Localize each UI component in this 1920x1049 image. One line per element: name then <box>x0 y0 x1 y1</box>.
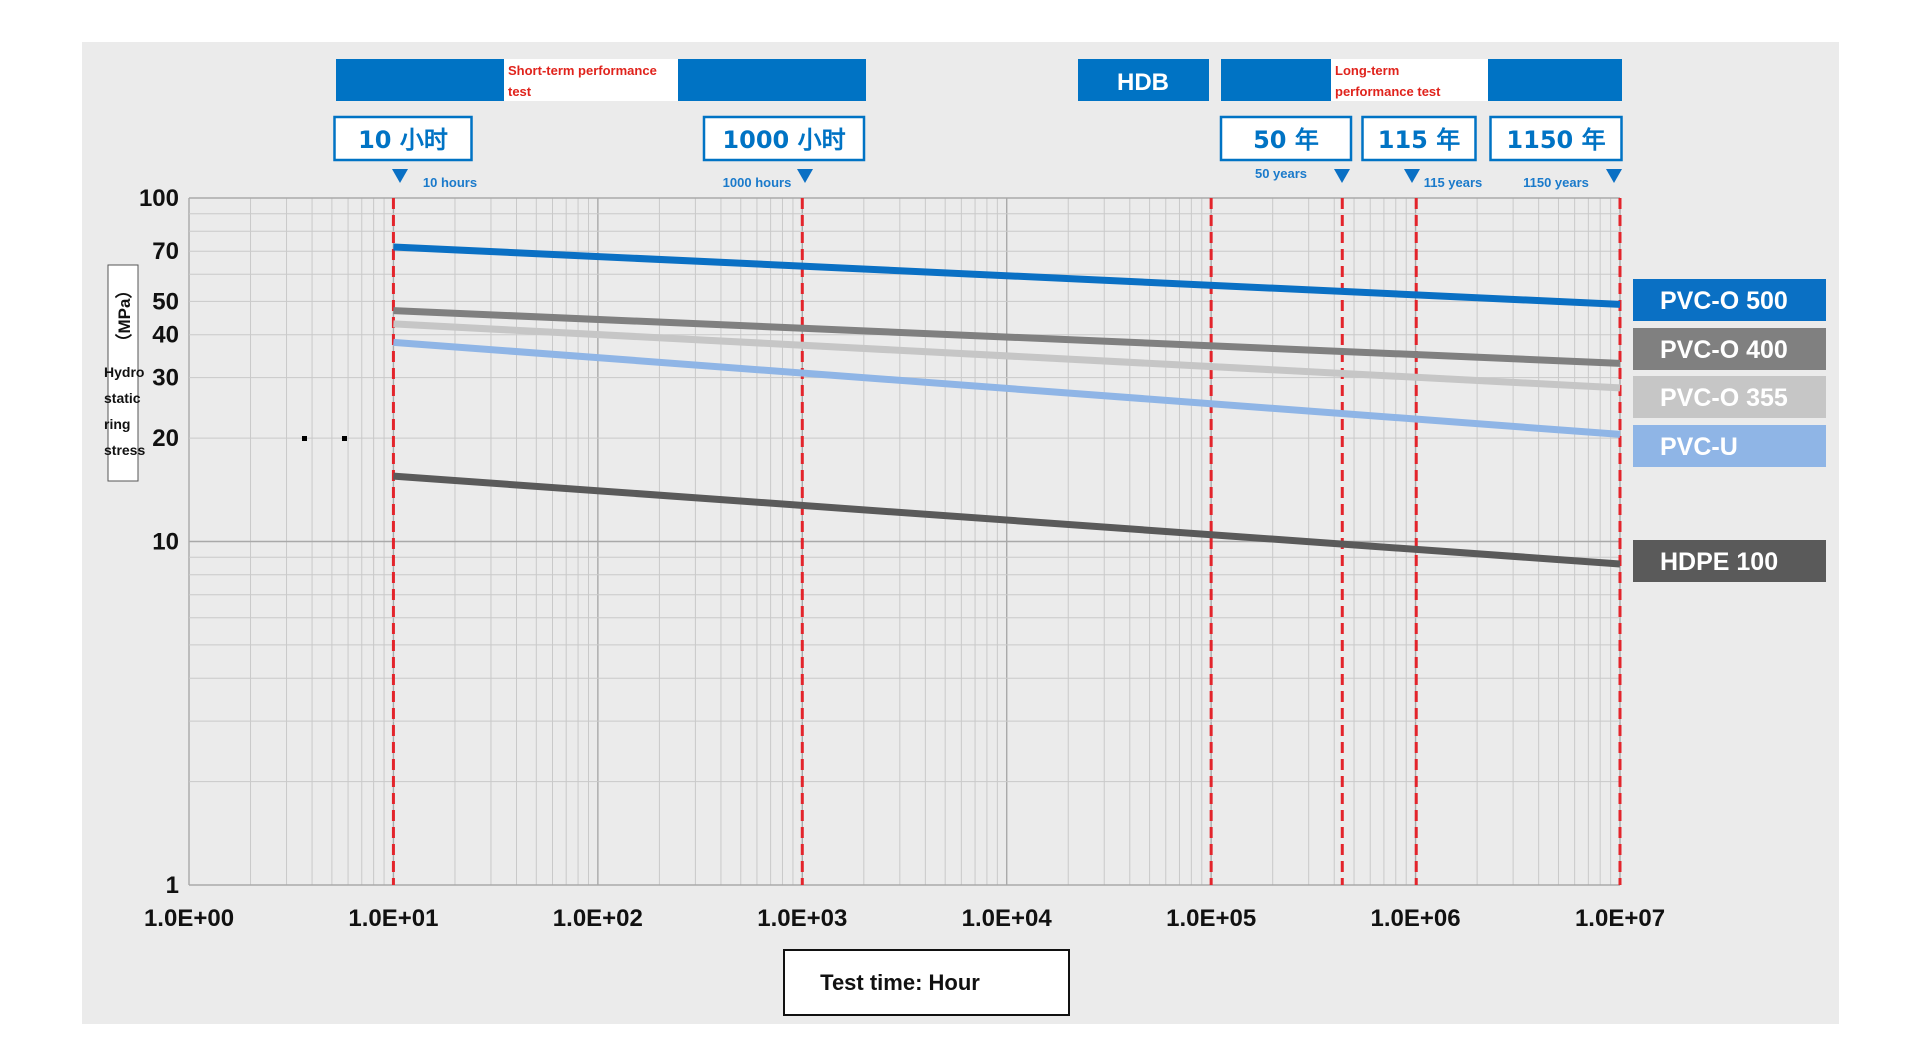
hdb-label: HDB <box>1117 69 1169 96</box>
series-line-hdpe-100 <box>393 472 1621 568</box>
long-term-label-box <box>1331 59 1488 101</box>
x-tick-label: 1.0E+07 <box>1575 905 1665 932</box>
callout-note: 1000 hours <box>723 175 792 190</box>
y-axis-title-words: Hydro static ring stress <box>104 364 145 458</box>
y-axis-title-word: ring <box>104 416 130 432</box>
y-tick-label: 30 <box>152 365 179 392</box>
legend-label: PVC-O 400 <box>1660 336 1788 364</box>
legend-label: PVC-U <box>1660 433 1738 461</box>
legend-swatch <box>1633 279 1826 321</box>
callout-arrow <box>1606 169 1622 183</box>
y-axis-ticks: 1 10 20 30 40 50 70 100 <box>139 185 179 899</box>
series-line-pvc-o-500 <box>393 243 1621 308</box>
callout-arrow <box>797 169 813 183</box>
legend-label: PVC-O 500 <box>1660 287 1788 315</box>
series-lines <box>393 243 1621 568</box>
y-tick-label: 20 <box>152 425 179 452</box>
hdb-bar <box>1078 59 1209 101</box>
callout-note: 115 years <box>1424 175 1483 190</box>
legend: PVC-O 500 PVC-O 400 PVC-O 355 PVC-U HDPE 100 <box>1633 279 1826 582</box>
x-tick-label: 1.0E+06 <box>1371 905 1461 932</box>
legend-swatch <box>1633 425 1826 467</box>
callout-label: 10 小时 <box>358 126 448 154</box>
grid-layer <box>188 197 1621 886</box>
callout-arrow <box>1334 169 1350 183</box>
callout-box <box>702 115 866 162</box>
long-term-label-line1: Long-term <box>1335 63 1399 78</box>
callout-box <box>1361 115 1477 162</box>
x-tick-label: 1.0E+02 <box>553 905 643 932</box>
y-tick-label: 70 <box>152 238 179 265</box>
x-tick-label: 1.0E+00 <box>144 905 234 932</box>
callout-box <box>1489 115 1623 162</box>
callout-label: 1000 小时 <box>722 126 845 154</box>
callout-note: 50 years <box>1255 166 1307 181</box>
x-axis-title: Test time: Hour <box>820 970 980 995</box>
x-tick-label: 1.0E+04 <box>962 905 1053 932</box>
x-axis-title-box <box>783 949 1070 1016</box>
y-tick-label: 10 <box>152 529 179 556</box>
y-tick-label: 1 <box>166 872 179 899</box>
long-term-label-line2: performance test <box>1335 84 1441 99</box>
short-term-label-line1: Short-term performance <box>508 63 657 78</box>
y-tick-label: 50 <box>152 288 179 315</box>
x-tick-label: 1.0E+03 <box>757 905 847 932</box>
callout-note: 10 hours <box>423 175 477 190</box>
legend-swatch <box>1633 540 1826 582</box>
callout-note: 1150 years <box>1523 175 1589 190</box>
series-line-pvc-u <box>393 338 1621 438</box>
y-tick-label: 40 <box>152 322 179 349</box>
y-axis-title-word: static <box>104 390 141 406</box>
series-line-pvc-o-400 <box>393 307 1621 367</box>
x-tick-label: 1.0E+01 <box>348 905 438 932</box>
callout-label: 1150 年 <box>1506 126 1605 154</box>
y-axis-title-box <box>107 264 139 482</box>
x-tick-label: 1.0E+05 <box>1166 905 1256 932</box>
y-axis-title-word: Hydro <box>104 364 144 380</box>
legend-label: HDPE 100 <box>1660 548 1778 576</box>
callout-box <box>333 115 473 162</box>
stray-dot-1 <box>302 436 307 441</box>
y-tick-label: 100 <box>139 185 179 212</box>
callout-arrow <box>1404 169 1420 183</box>
callout-label: 50 年 <box>1253 126 1319 154</box>
y-axis-title-word: stress <box>104 442 145 458</box>
x-axis-ticks: 1.0E+00 1.0E+01 1.0E+02 1.0E+03 1.0E+04 1.0E+… <box>144 905 1665 932</box>
callout-box <box>1219 115 1353 162</box>
legend-swatch <box>1633 328 1826 370</box>
stray-dot-2 <box>342 436 347 441</box>
short-term-label-line2: test <box>508 84 532 99</box>
callout-label: 115 年 <box>1378 126 1460 154</box>
callouts: 10 小时 10 hours 1000 小时 1000 hours 50 年 50 yea… <box>333 115 1623 190</box>
legend-label: PVC-O 355 <box>1660 384 1788 412</box>
series-line-pvc-o-355 <box>393 320 1621 392</box>
short-term-label-box <box>504 59 678 101</box>
legend-swatch <box>1633 376 1826 418</box>
callout-arrow <box>392 169 408 183</box>
y-axis-unit: （MPa） <box>114 282 134 351</box>
